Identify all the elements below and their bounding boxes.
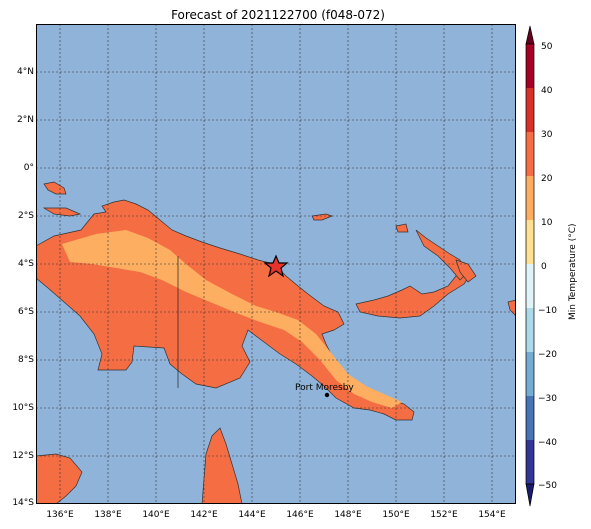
colorbar-bottom-arrow: [525, 483, 535, 507]
lon-tick: 140°E: [142, 510, 170, 520]
lon-tick: 146°E: [286, 510, 314, 520]
colorbar-tick: −30: [538, 394, 557, 404]
colorbar-segment: [526, 396, 534, 440]
small-island-e: [455, 259, 477, 283]
lat-tick: 6°S: [18, 307, 34, 317]
small-island-b: [311, 213, 334, 221]
lon-tick: 138°E: [94, 510, 122, 520]
lon-tick: 150°E: [382, 510, 410, 520]
city-label: Port Moresby: [295, 383, 354, 393]
colorbar-tick: 20: [541, 174, 553, 184]
graticule: [36, 24, 516, 504]
colorbar-tick: 40: [541, 86, 553, 96]
colorbar-border: [525, 43, 535, 485]
colorbar-tick: −20: [538, 350, 557, 360]
lon-tick: 152°E: [430, 510, 458, 520]
storm-star-icon[interactable]: [263, 254, 289, 278]
lat-tick: 0°: [23, 163, 34, 173]
colorbar: [525, 25, 535, 507]
colorbar-segment: [526, 132, 534, 176]
lat-tick: 12°S: [12, 451, 34, 461]
map-border: [36, 24, 516, 504]
colorbar-label: Min Temperature (°C): [568, 223, 578, 320]
colorbar-tick: 30: [541, 130, 553, 140]
colorbar-segment: [526, 88, 534, 132]
lon-tick: 154°E: [478, 510, 506, 520]
lat-tick: 2°N: [17, 115, 34, 125]
australia-cape-york: [201, 427, 243, 504]
lat-tick: 2°S: [18, 211, 34, 221]
lat-tick: 4°S: [18, 259, 34, 269]
lon-tick: 136°E: [46, 510, 74, 520]
colorbar-tick: −40: [538, 438, 557, 448]
city-dot[interactable]: [324, 392, 330, 398]
colorbar-tick: 10: [541, 218, 553, 228]
colorbar-tick: 50: [541, 42, 553, 52]
lon-tick: 144°E: [238, 510, 266, 520]
colorbar-segment: [526, 220, 534, 264]
colorbar-top-arrow: [525, 25, 535, 45]
lat-tick: 10°S: [12, 403, 34, 413]
small-island-a: [395, 223, 409, 233]
colorbar-segment: [526, 352, 534, 396]
lon-tick: 142°E: [190, 510, 218, 520]
lat-tick: 4°N: [17, 67, 34, 77]
lat-tick: 8°S: [18, 355, 34, 365]
lat-tick: 14°S: [12, 498, 34, 508]
map-title: Forecast of 2021122700 (f048-072): [171, 8, 385, 22]
small-island-c: [43, 181, 67, 195]
map-canvas: Port Moresby: [36, 24, 516, 504]
colorbar-segment: [526, 44, 534, 88]
colorbar-segment: [526, 440, 534, 484]
lon-tick: 148°E: [334, 510, 362, 520]
warm-contour-band: [62, 230, 402, 408]
small-island-d: [42, 207, 82, 217]
colorbar-tick: 0: [541, 262, 547, 272]
colorbar-segment: [526, 264, 534, 308]
colorbar-segment: [526, 176, 534, 220]
colorbar-segment: [526, 308, 534, 352]
colorbar-tick: −50: [538, 481, 557, 491]
australia-arnhem: [36, 453, 83, 504]
colorbar-tick: −10: [538, 306, 557, 316]
map-panel[interactable]: Port Moresby: [36, 24, 516, 504]
